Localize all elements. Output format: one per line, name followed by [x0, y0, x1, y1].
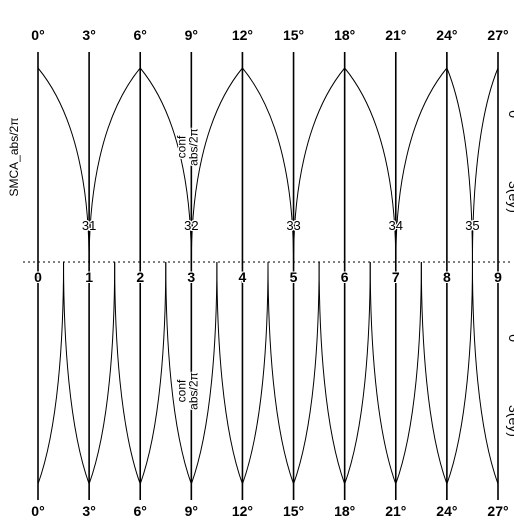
bottom-degree-label: 12° — [232, 503, 253, 519]
bottom-degree-label: 18° — [334, 503, 355, 519]
index-label: 9 — [494, 269, 502, 285]
index-label: 2 — [136, 269, 144, 285]
diagram-svg: 0° 3° 6° 9° 12° 15° 18° 21° 24° 27° 0° 3° 6° 9° 12° 15°… — [0, 0, 514, 522]
bottom-degree-label: 24° — [436, 503, 457, 519]
thirty-label: 32 — [184, 218, 198, 233]
right-label-midtop: 3(ey) — [506, 181, 514, 213]
bottom-degree-label: 6° — [134, 503, 147, 519]
thirty-label: 35 — [465, 218, 479, 233]
top-degree-label: 6° — [134, 27, 147, 43]
bottom-degree-label: 15° — [283, 503, 304, 519]
bottom-degree-label: 3° — [82, 503, 95, 519]
index-label: 6 — [341, 269, 349, 285]
top-degree-label: 21° — [385, 27, 406, 43]
top-degree-label: 3° — [82, 27, 95, 43]
bottom-degree-label: 0° — [31, 503, 44, 519]
index-label: 3 — [187, 269, 195, 285]
index-label: 4 — [239, 269, 247, 285]
top-degree-label: 15° — [283, 27, 304, 43]
index-label: 8 — [443, 269, 451, 285]
left-axis-label: SMCA_abs/2π — [7, 118, 21, 197]
right-label-top: 0° — [506, 110, 514, 123]
index-label: 1 — [85, 269, 93, 285]
bottom-degree-label: 9° — [185, 503, 198, 519]
top-degree-label: 12° — [232, 27, 253, 43]
center-label-bot: abs/2π — [186, 372, 200, 410]
center-label-top: abs/2π — [186, 128, 200, 166]
right-label-midbot: 3(ey) — [506, 405, 514, 437]
thirty-label: 34 — [389, 218, 403, 233]
top-degree-label: 24° — [436, 27, 457, 43]
thirty-label: 33 — [286, 218, 300, 233]
map-projection-diagram: 0° 3° 6° 9° 12° 15° 18° 21° 24° 27° 0° 3° 6° 9° 12° 15°… — [0, 0, 514, 522]
top-degree-label: 18° — [334, 27, 355, 43]
bottom-degree-label: 27° — [487, 503, 508, 519]
top-degree-label: 9° — [185, 27, 198, 43]
index-label: 0 — [34, 269, 42, 285]
bottom-degree-label: 21° — [385, 503, 406, 519]
index-label: 7 — [392, 269, 400, 285]
top-degree-label: 27° — [487, 27, 508, 43]
top-degree-label: 0° — [31, 27, 44, 43]
thirty-label: 31 — [82, 218, 96, 233]
index-label: 5 — [290, 269, 298, 285]
right-label-bot: 0° — [506, 334, 514, 347]
